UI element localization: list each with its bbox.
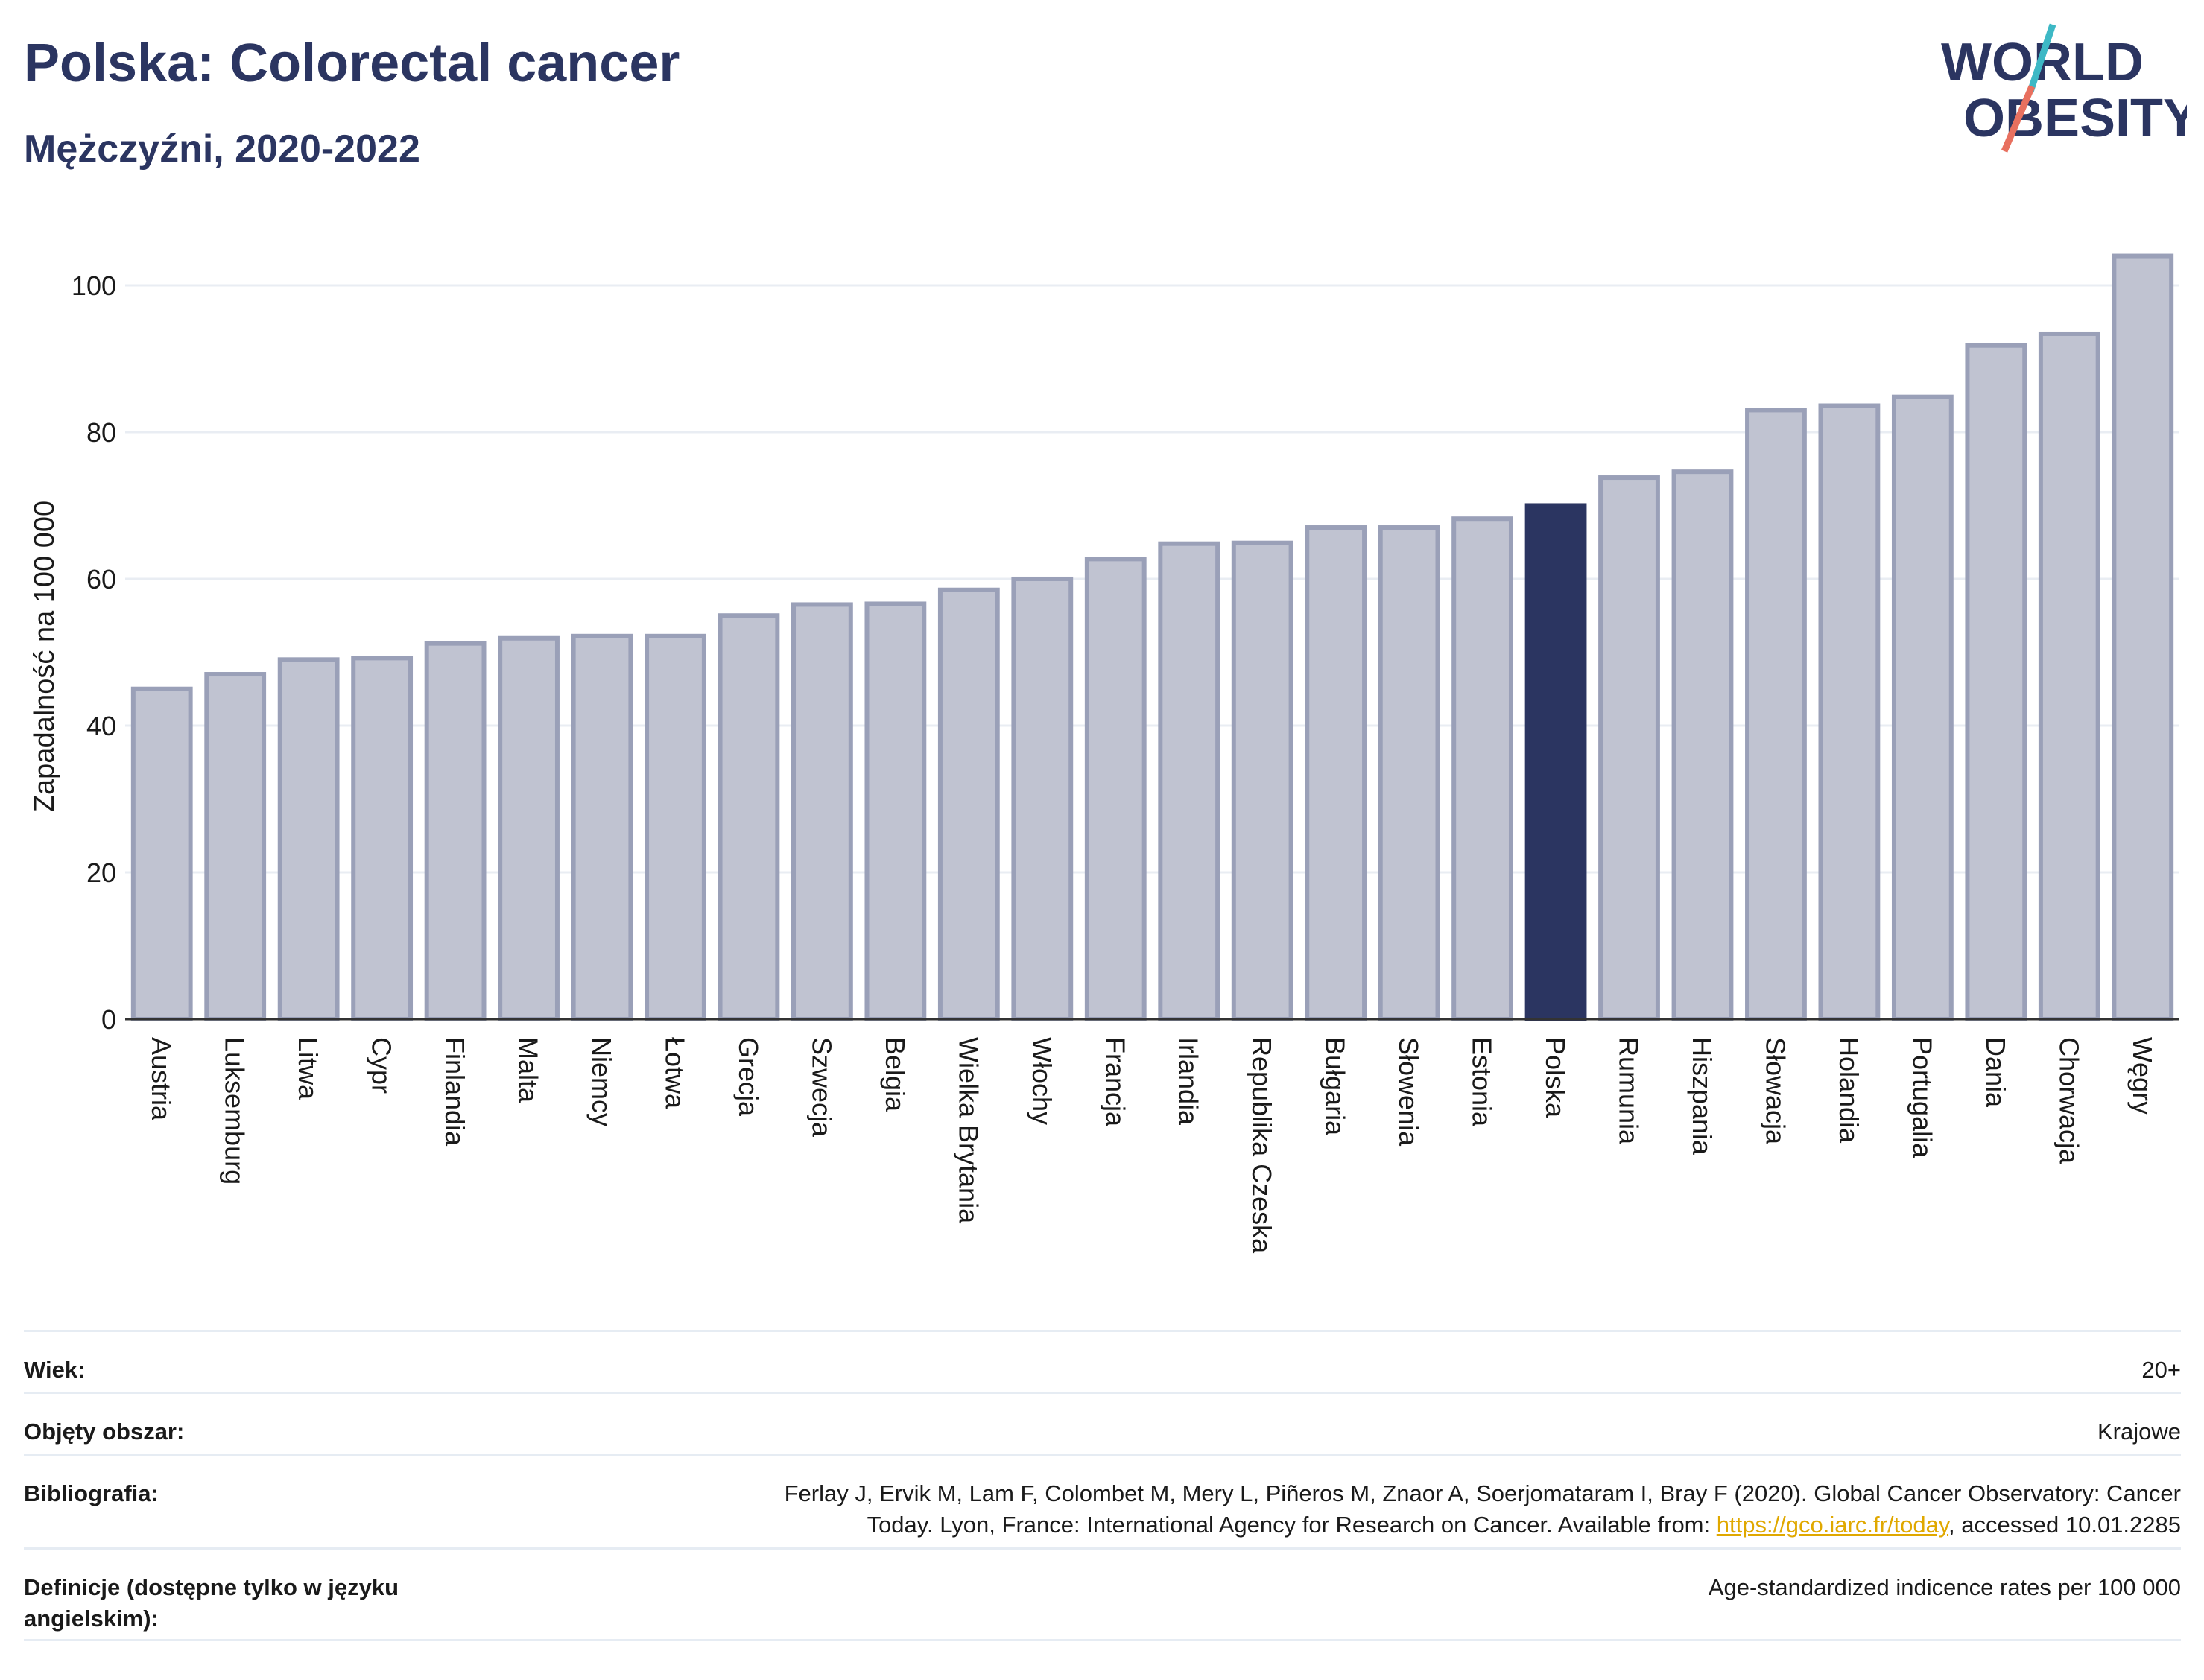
- x-tick-label: Chorwacja: [2053, 1037, 2084, 1164]
- info-table: Wiek: 20+ Objęty obszar: Krajowe Bibliog…: [24, 1330, 2181, 1641]
- bar-estonia: [1451, 516, 1513, 1021]
- x-tick-label: Luksemburg: [220, 1037, 250, 1185]
- y-tick-label: 60: [86, 564, 116, 595]
- x-tick-label: Portugalia: [1907, 1037, 1937, 1158]
- x-tick-label: Holandia: [1834, 1037, 1864, 1144]
- area-label: Objęty obszar:: [24, 1419, 185, 1445]
- x-tick-label: Węgry: [2127, 1037, 2158, 1115]
- bar-bułgaria: [1305, 525, 1367, 1021]
- bibliography-text-3: , accessed 10.01.2285: [1948, 1512, 2181, 1538]
- y-tick-label: 80: [86, 417, 116, 448]
- bibliography-text-1: Ferlay J, Ervik M, Lam F, Colombet M, Me…: [784, 1480, 2181, 1506]
- bar-rumunia: [1598, 475, 1660, 1021]
- definitions-value: Age-standardized indicence rates per 100…: [1708, 1574, 2181, 1600]
- bar-irlandia: [1158, 541, 1220, 1021]
- bar-słowacja: [1745, 408, 1807, 1021]
- bar-belgia: [864, 601, 927, 1021]
- y-tick-label: 20: [86, 858, 116, 888]
- bar-luksemburg: [204, 672, 267, 1021]
- bar-cypr: [351, 656, 414, 1021]
- x-tick-label: Grecja: [733, 1037, 764, 1117]
- x-tick-label: Belgia: [880, 1037, 911, 1112]
- bar-portugalia: [1891, 394, 1954, 1021]
- logo-line2: OBESITY: [1963, 89, 2187, 148]
- bar-republika-czeska: [1231, 540, 1293, 1021]
- info-row-definitions: Definicje (dostępne tylko w języku angie…: [24, 1547, 2181, 1641]
- x-tick-label: Hiszpania: [1687, 1037, 1717, 1156]
- bar-polska: [1524, 503, 1587, 1021]
- bar-grecja: [718, 613, 780, 1021]
- bibliography-text-2: Today. Lyon, France: International Agenc…: [867, 1512, 1717, 1538]
- info-row-age: Wiek: 20+: [24, 1330, 2181, 1392]
- bar-chart: 0 20 40 60 80 100 Austria Luksemburg Litwa Cypr F…: [29, 253, 2179, 1254]
- bibliography-link[interactable]: https://gco.iarc.fr/today: [1716, 1512, 1949, 1538]
- x-tick-label: Włochy: [1027, 1037, 1057, 1125]
- age-value: 20+: [2141, 1357, 2181, 1383]
- x-tick-label: Łotwa: [659, 1037, 690, 1109]
- world-obesity-logo: WORLD OBESITY: [1941, 23, 2187, 153]
- y-tick-label: 100: [72, 270, 116, 301]
- x-tick-label: Bułgaria: [1320, 1037, 1351, 1136]
- x-tick-label: Republika Czeska: [1247, 1037, 1277, 1254]
- bar-dania: [1965, 343, 2027, 1021]
- x-tick-label: Litwa: [293, 1037, 323, 1100]
- x-tick-label: Austria: [146, 1037, 177, 1121]
- bibliography-label: Bibliografia:: [24, 1480, 159, 1506]
- x-tick-label: Wielka Brytania: [953, 1037, 984, 1224]
- bar-francja: [1084, 557, 1147, 1021]
- x-tick-label: Polska: [1540, 1037, 1571, 1118]
- x-tick-label: Irlandia: [1174, 1037, 1204, 1126]
- bar-litwa: [277, 657, 340, 1021]
- bar-wielka-brytania: [937, 587, 1000, 1021]
- definitions-label: Definicje (dostępne tylko w języku angie…: [24, 1574, 399, 1632]
- bar-szwecja: [791, 602, 853, 1021]
- bar-niemcy: [571, 633, 633, 1021]
- bar-austria: [130, 686, 193, 1021]
- bar-holandia: [1818, 403, 1881, 1021]
- x-tick-label: Malta: [513, 1037, 544, 1103]
- x-tick-label: Dania: [1980, 1037, 2011, 1108]
- x-tick-label: Rumunia: [1614, 1037, 1644, 1145]
- age-label: Wiek:: [24, 1357, 86, 1383]
- x-tick-label: Francja: [1100, 1037, 1130, 1127]
- bar-słowenia: [1378, 525, 1440, 1021]
- x-tick-label: Szwecja: [806, 1037, 837, 1138]
- x-tick-label: Cypr: [367, 1037, 397, 1094]
- x-tick-label: Finlandia: [440, 1037, 470, 1147]
- bibliography-value: Ferlay J, Ervik M, Lam F, Colombet M, Me…: [785, 1478, 2181, 1541]
- logo-teal-slash: [2027, 23, 2056, 93]
- info-row-area: Objęty obszar: Krajowe: [24, 1392, 2181, 1454]
- x-tick-label: Słowenia: [1393, 1037, 1424, 1147]
- bar-hiszpania: [1671, 469, 1734, 1021]
- bar-węgry: [2112, 253, 2174, 1021]
- x-axis-labels: Austria Luksemburg Litwa Cypr Finlandia Malta…: [146, 1037, 2158, 1254]
- area-value: Krajowe: [2097, 1419, 2181, 1445]
- y-tick-label: 40: [86, 711, 116, 741]
- bar-finlandia: [424, 641, 487, 1021]
- logo-coral-slash: [2001, 85, 2036, 153]
- bar-malta: [498, 635, 560, 1021]
- x-tick-label: Niemcy: [586, 1037, 617, 1126]
- x-tick-label: Słowacja: [1760, 1037, 1790, 1145]
- y-axis-title: Zapadalność na 100 000: [29, 501, 60, 812]
- x-tick-label: Estonia: [1467, 1037, 1498, 1127]
- bar-łotwa: [645, 633, 706, 1021]
- bars: [130, 253, 2174, 1021]
- bar-chorwacja: [2038, 331, 2100, 1021]
- chart-subtitle: Mężczyźni, 2020-2022: [24, 127, 420, 171]
- y-tick-label: 0: [101, 1004, 116, 1035]
- chart-title: Polska: Colorectal cancer: [24, 34, 680, 93]
- bar-włochy: [1011, 576, 1074, 1021]
- info-row-bibliography: Bibliografia: Ferlay J, Ervik M, Lam F, …: [24, 1454, 2181, 1547]
- y-axis-ticks: 0 20 40 60 80 100: [72, 270, 116, 1035]
